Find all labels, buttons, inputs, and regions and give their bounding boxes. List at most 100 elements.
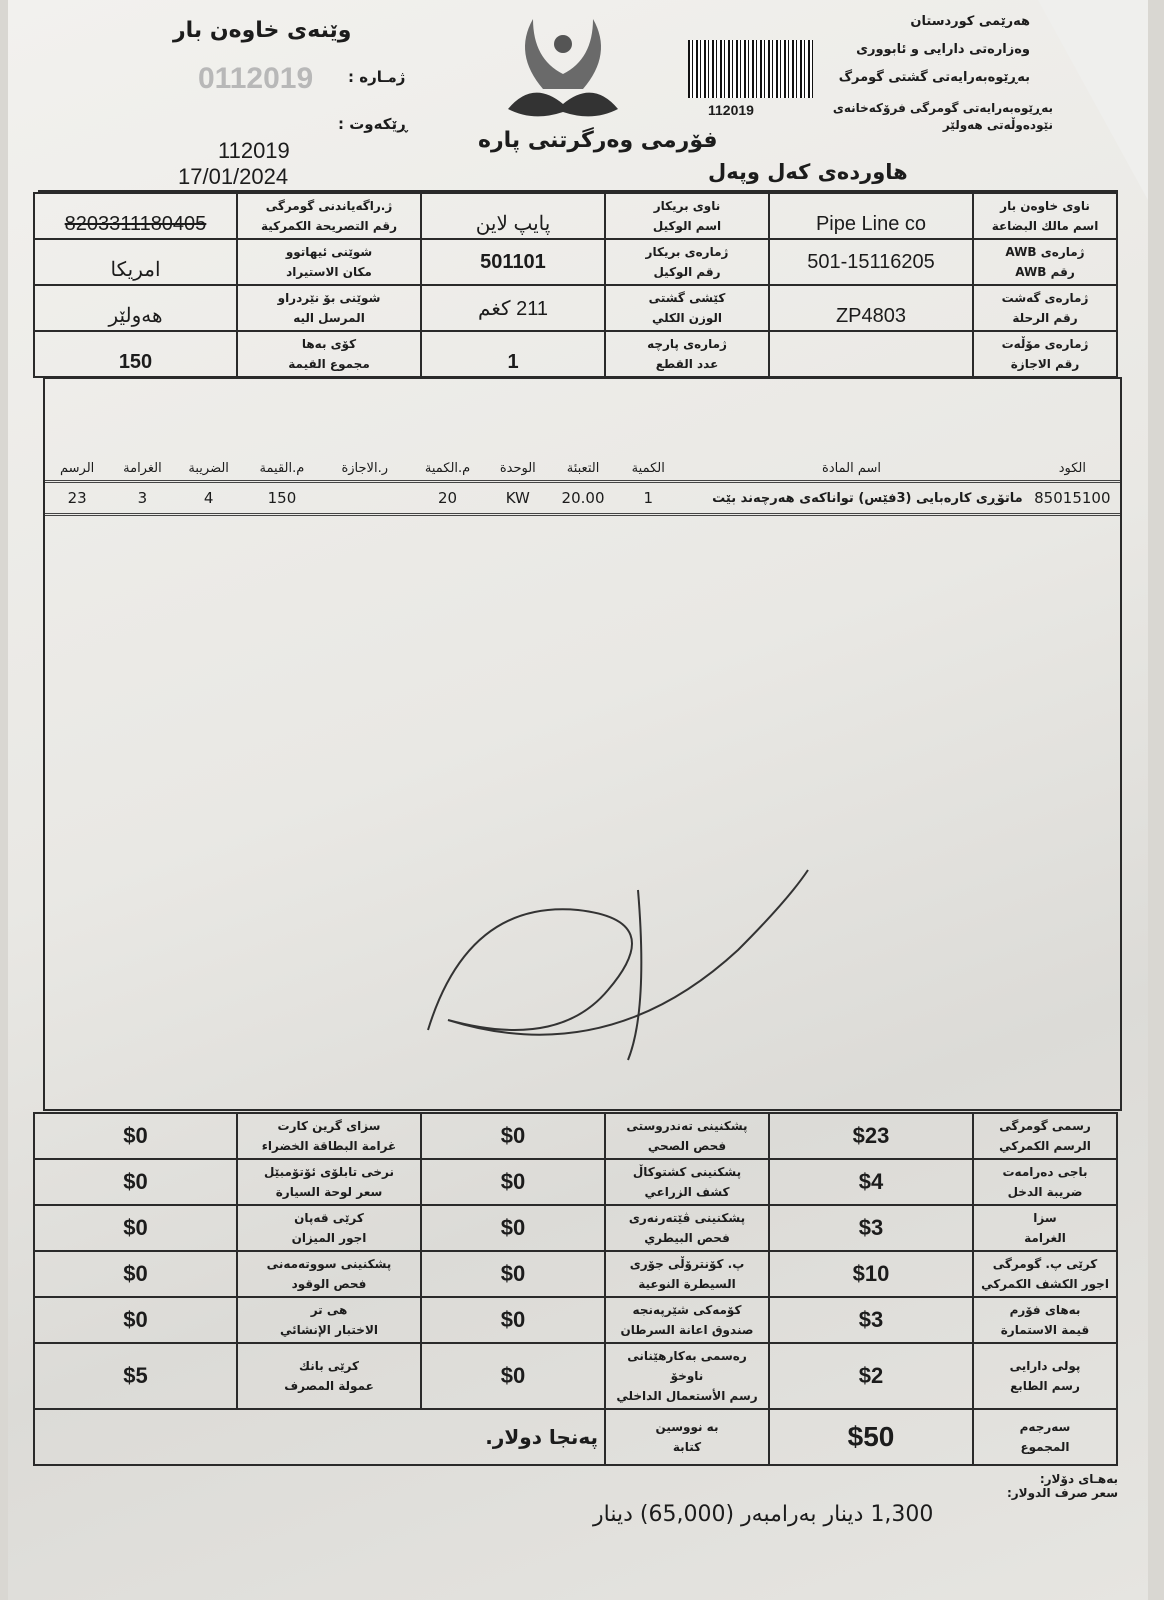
fee-amount: $0 xyxy=(33,1296,238,1344)
destination-value: هەولێر xyxy=(33,284,238,332)
origin-value: امریکا xyxy=(33,238,238,286)
total-in-words: پەنجا دولار. xyxy=(33,1408,606,1466)
items-header-row: الكود اسم المادة الكمية التعبئة الوحدة م.الكم… xyxy=(45,457,1120,483)
fee-amount: $0 xyxy=(420,1112,606,1160)
fee-amount: $0 xyxy=(33,1250,238,1298)
table-cell xyxy=(322,481,408,516)
ref-number: 112019 xyxy=(218,138,290,163)
folded-corner xyxy=(1038,0,1148,200)
fee-amount: $3 xyxy=(768,1204,974,1252)
shipment-info-table: ناوی خاوەن بار اسم مالك البضاعة Pipe Line… xyxy=(33,192,1118,378)
total-value-value: 150 xyxy=(33,330,238,378)
fee-amount: $5 xyxy=(33,1342,238,1410)
fee-label: سزای گرین کارت غرامة البطاقة الخضراء xyxy=(236,1112,422,1160)
table-cell: KW xyxy=(487,481,548,516)
total-value-label: کۆی بەها مجموع القيمة xyxy=(236,330,422,378)
fee-row: سزا الغرامة $3 پشکنینی ڤێتەرنەری فحص البيطري… xyxy=(33,1204,1118,1252)
fee-label: کرێی بانك عمولة المصرف xyxy=(236,1342,422,1410)
fee-amount: $0 xyxy=(33,1112,238,1160)
header-rule xyxy=(38,190,1118,193)
declaration-value: 8203311180405 xyxy=(33,192,238,240)
table-cell: 3 xyxy=(109,481,176,516)
receipt-document: وێنەی خاوەن بار ژمـارە : 0112019 ڕێکەوت … xyxy=(8,0,1148,1600)
org-line-3: بەڕێوەبەرایەتی گشتی گومرگ xyxy=(838,70,1030,85)
fee-amount: $10 xyxy=(768,1250,974,1298)
form-subtitle: هاوردەی کەل وپەل xyxy=(708,160,908,184)
fee-amount: $0 xyxy=(420,1296,606,1344)
table-cell: 4 xyxy=(175,481,242,516)
fee-amount: $0 xyxy=(420,1158,606,1206)
fee-row: پولی دارایی رسم الطابع $2 رەسمی بەکارهێنانی… xyxy=(33,1342,1118,1410)
fee-amount: $0 xyxy=(33,1158,238,1206)
table-cell: 20.00 xyxy=(547,481,619,516)
awb-value: 501-15116205 xyxy=(768,238,974,286)
table-cell: 23 xyxy=(45,481,110,516)
form-title: فۆرمی وەرگرتنی پارە xyxy=(478,128,718,153)
column-header: الكود xyxy=(1024,457,1120,483)
fee-amount: $2 xyxy=(768,1342,974,1410)
column-header: م.الكمية xyxy=(407,457,488,483)
owner-value: Pipe Line co xyxy=(768,192,974,240)
table-row: 85015100 ماتۆڕی کارەبایی (3فێس) تواناکەی … xyxy=(45,481,1120,516)
weight-value: 211 کغم xyxy=(420,284,606,332)
column-header: التعبئة xyxy=(547,457,619,483)
fee-row: رسمی گومرگی الرسم الكمركي $23 پشکنینی تەندر… xyxy=(33,1112,1118,1160)
in-words-label: بە نووسین كتابة xyxy=(604,1408,770,1466)
owner-label: ناوی خاوەن بار اسم مالك البضاعة xyxy=(972,192,1118,240)
number-label: ژمـارە : xyxy=(348,68,406,86)
equivalent-label: بەرامبەر xyxy=(741,1502,817,1527)
destination-label: شوێنی بۆ نێردراو المرسل اليه xyxy=(236,284,422,332)
table-cell: 150 xyxy=(241,481,323,516)
date-label: ڕێکەوت : xyxy=(338,115,408,133)
column-header: اسم المادة xyxy=(678,457,1025,483)
fee-label: پشکنینی کشتوکاڵ كشف الزراعي xyxy=(604,1158,770,1206)
pieces-value: 1 xyxy=(420,330,606,378)
agent-number-label: ژمارەی بریکار رقم الوكيل xyxy=(604,238,770,286)
fee-amount: $23 xyxy=(768,1112,974,1160)
flight-value: ZP4803 xyxy=(768,284,974,332)
column-header: م.القيمة xyxy=(241,457,323,483)
copy-title: وێنەی خاوەن بار xyxy=(173,18,352,43)
pieces-label: ژمارەی پارچە عدد القطع xyxy=(604,330,770,378)
barcode-number: 112019 xyxy=(708,102,754,118)
fee-label: رسمی گومرگی الرسم الكمركي xyxy=(972,1112,1118,1160)
fee-label: سزا الغرامة xyxy=(972,1204,1118,1252)
fee-label: کرێی قەپان اجور الميزان xyxy=(236,1204,422,1252)
fee-label: پشکنینی تەندروستی فحص الصحي xyxy=(604,1112,770,1160)
column-header: ر.الاجازة xyxy=(322,457,408,483)
fee-label: کۆمەکی شێرپەنجە صندوق اعانة السرطان xyxy=(604,1296,770,1344)
awb-label: ژمارەی AWB رقم AWB xyxy=(972,238,1118,286)
fee-row: بەهای فۆرم قيمة الاستمارة $3 کۆمەکی شێرپەنج… xyxy=(33,1296,1118,1344)
weight-label: کێشی گشتی الوزن الكلي xyxy=(604,284,770,332)
exchange-rate-line: 1,300 دینار بەرامبەر (65,000) دینار xyxy=(593,1502,933,1527)
org-line-2: وەزارەتی دارایی و ئابووری xyxy=(856,42,1030,57)
exchange-label: بەهـای دۆلار: سعر صرف الدولار: xyxy=(1006,1472,1118,1500)
fee-amount: $4 xyxy=(768,1158,974,1206)
table-cell: 20 xyxy=(407,481,488,516)
fees-table: رسمی گومرگی الرسم الكمركي $23 پشکنینی تەندر… xyxy=(33,1112,1118,1466)
barcode xyxy=(688,40,813,98)
fees-section: رسمی گومرگی الرسم الكمركي $23 پشکنینی تەندر… xyxy=(33,1112,1118,1542)
emblem-eagle-icon xyxy=(508,19,618,117)
fee-label: کرێی پ. گومرگی اجور الكشف الكمركي xyxy=(972,1250,1118,1298)
total-amount: $50 xyxy=(768,1408,974,1466)
agent-number-value: 501101 xyxy=(420,238,606,286)
table-cell: ماتۆڕی کارەبایی (3فێس) تواناکەی هەرچەند … xyxy=(678,481,1025,516)
equivalent-value: (65,000) دینار xyxy=(593,1502,735,1527)
fee-amount: $0 xyxy=(420,1342,606,1410)
table-cell: 1 xyxy=(618,481,679,516)
column-header: الكمية xyxy=(618,457,679,483)
column-header: الغرامة xyxy=(109,457,176,483)
fee-label: بەهای فۆرم قيمة الاستمارة xyxy=(972,1296,1118,1344)
column-header: الضريبة xyxy=(175,457,242,483)
fee-row: باجی دەرامەت ضريبة الدخل $4 پشکنینی کشتوکاڵ… xyxy=(33,1158,1118,1206)
number-value: 0112019 xyxy=(198,62,314,95)
fee-label: رەسمی بەکارهێنانی ناوخۆ رسم الأستعمال الد… xyxy=(604,1342,770,1410)
column-header: الوحدة xyxy=(487,457,548,483)
signature xyxy=(427,869,809,1061)
fee-amount: $0 xyxy=(420,1250,606,1298)
org-line-1: هەرێمی کوردستان xyxy=(910,14,1030,29)
org-line-4: بەڕێوەبەرایەتی گومرگی فرۆکەخانەی نێودەوڵ… xyxy=(832,101,1053,132)
declaration-label: ژ.راگەیاندنی گومرگی رقم التصريحة الكمركية xyxy=(236,192,422,240)
total-label: سەرجەم المجموع xyxy=(972,1408,1118,1466)
